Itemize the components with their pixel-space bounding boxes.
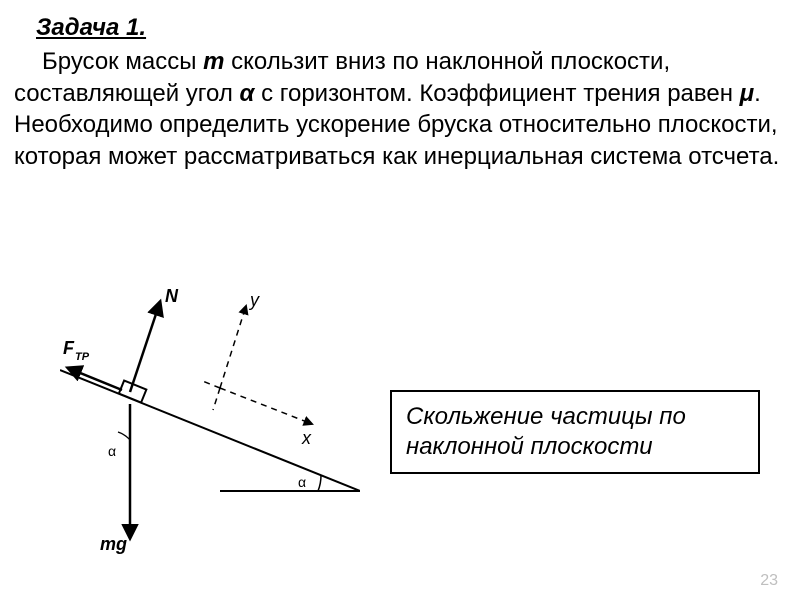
page-number: 23	[760, 572, 778, 590]
label-alpha-base: α	[298, 474, 306, 490]
label-alpha-block: α	[108, 443, 116, 459]
problem-title: Задача 1.	[36, 14, 782, 42]
label-x: x	[301, 428, 312, 448]
diagram-caption: Скольжение частицы по наклонной плоскост…	[390, 390, 760, 474]
label-F: F	[63, 338, 75, 358]
text-fragment: Брусок массы	[42, 48, 203, 75]
label-y: y	[248, 290, 260, 310]
label-N: N	[165, 286, 179, 306]
problem-statement: Брусок массы m скользит вниз по наклонно…	[14, 46, 782, 173]
label-F-sub: ТР	[75, 351, 90, 363]
inclined-plane-diagram: N F ТР y x α α mg	[60, 280, 360, 565]
label-mg: mg	[100, 534, 127, 554]
var-m: m	[203, 48, 224, 75]
var-alpha: α	[240, 80, 255, 107]
text-fragment: с горизонтом. Коэффициент трения равен	[254, 80, 739, 107]
var-mu: μ	[740, 80, 754, 107]
